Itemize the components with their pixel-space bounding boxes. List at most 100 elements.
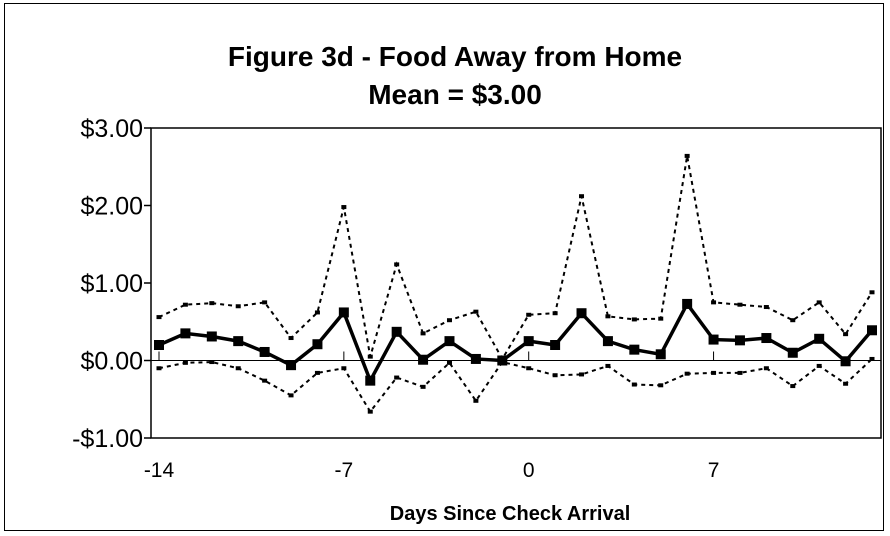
estimate-marker [286,360,297,371]
estimate-marker [180,328,191,339]
estimate-marker [840,356,851,367]
lower-band-point [843,381,849,386]
estimate-marker [418,354,429,365]
estimate-marker [576,308,587,319]
lower-band-point [367,409,373,414]
x-axis-label: Days Since Check Arrival [390,503,631,525]
series-group [154,153,877,414]
lower-band-point [394,375,400,380]
y-tick-label: $2.00 [80,193,143,221]
upper-band-point [526,312,532,317]
lower-band-point [446,360,452,365]
estimate-marker [761,333,772,344]
estimate-marker [629,344,640,355]
estimate-marker [391,326,402,337]
upper-band-point [262,300,268,305]
upper-band-point [367,354,373,359]
lower-band-point [499,360,505,365]
lower-band-point [658,383,664,388]
lower-band-point [526,366,532,371]
upper-band-point [684,153,690,158]
y-tick-label: $1.00 [80,270,143,298]
upper-band-point [156,315,162,320]
estimate-marker [655,349,666,360]
chart-frame: Figure 3d - Food Away from Home Mean = $… [4,3,884,531]
lower-band-point [473,398,479,403]
estimate-marker [708,334,719,345]
upper-band-point [446,318,452,323]
upper-band-point [314,310,320,315]
estimate-marker [550,340,561,350]
lower-band-point [156,366,162,371]
estimate-line [158,300,874,385]
lower-band-point [605,363,611,368]
lower-band-point [235,366,241,371]
lower-band-point [341,366,347,371]
y-tick-label: -$1.00 [72,425,143,453]
plot-border [150,127,882,439]
lower-band-point [869,356,875,361]
estimate-marker [444,336,455,347]
lower-band-point [711,370,717,375]
chart-subtitle: Mean = $3.00 [368,79,542,110]
estimate-marker [682,298,693,309]
estimate-marker [338,307,349,318]
upper-band-point [420,331,426,336]
chart-title: Figure 3d - Food Away from Home [228,41,682,72]
lower-band-point [262,378,268,383]
x-axis: -14 -7 0 7 [144,351,881,482]
upper-band-point [843,332,849,337]
lower-band-point [631,382,637,387]
upper-band-point [790,318,796,323]
x-tick-label: -14 [144,459,175,482]
upper-band-line [158,155,873,361]
estimate-marker [154,340,164,350]
upper-band-point [816,300,822,305]
estimate-marker [233,336,244,347]
upper-band-point [499,356,505,361]
lower-band-point [182,360,188,365]
upper-band-point [869,290,875,295]
x-tick-label: -7 [335,459,354,482]
line-chart: Figure 3d - Food Away from Home Mean = $… [72,41,882,525]
estimate-marker [787,347,798,358]
upper-band-point [579,194,585,199]
lower-band-point [552,373,558,378]
estimate-marker [814,333,825,344]
lower-band-line [158,358,873,414]
estimate-marker [734,335,745,346]
estimate-marker [867,325,877,336]
y-tick-label: $3.00 [80,115,143,143]
lower-band-point [420,384,426,389]
upper-band-point [552,311,558,316]
lower-band-point [579,372,585,377]
upper-band-point [737,302,743,307]
upper-band-point [341,205,347,210]
lower-band-point [209,360,215,365]
lower-band-point [288,393,294,398]
upper-band-point [235,304,241,309]
upper-band-point [763,305,769,310]
estimate-marker [312,339,323,350]
estimate-marker [602,336,613,347]
upper-band-point [182,302,188,307]
lower-band-point [790,384,796,389]
lower-band-point [737,370,743,375]
x-tick-label: 7 [708,459,720,482]
y-axis: -$1.00 $0.00 $1.00 $2.00 $3.00 [72,115,151,453]
upper-band-point [605,314,611,319]
plot-area [150,127,882,439]
lower-band-point [763,366,769,371]
estimate-marker [259,346,270,357]
estimate-marker [206,331,217,342]
upper-band-point [394,262,400,267]
lower-band-point [684,371,690,376]
upper-band-point [288,336,294,341]
estimate-marker [365,375,376,386]
upper-band-point [209,301,215,306]
estimate-marker [470,353,481,364]
lower-band-point [314,370,320,375]
y-tick-label: $0.00 [80,348,143,376]
upper-band-point [711,300,717,305]
lower-band-point [816,363,822,368]
